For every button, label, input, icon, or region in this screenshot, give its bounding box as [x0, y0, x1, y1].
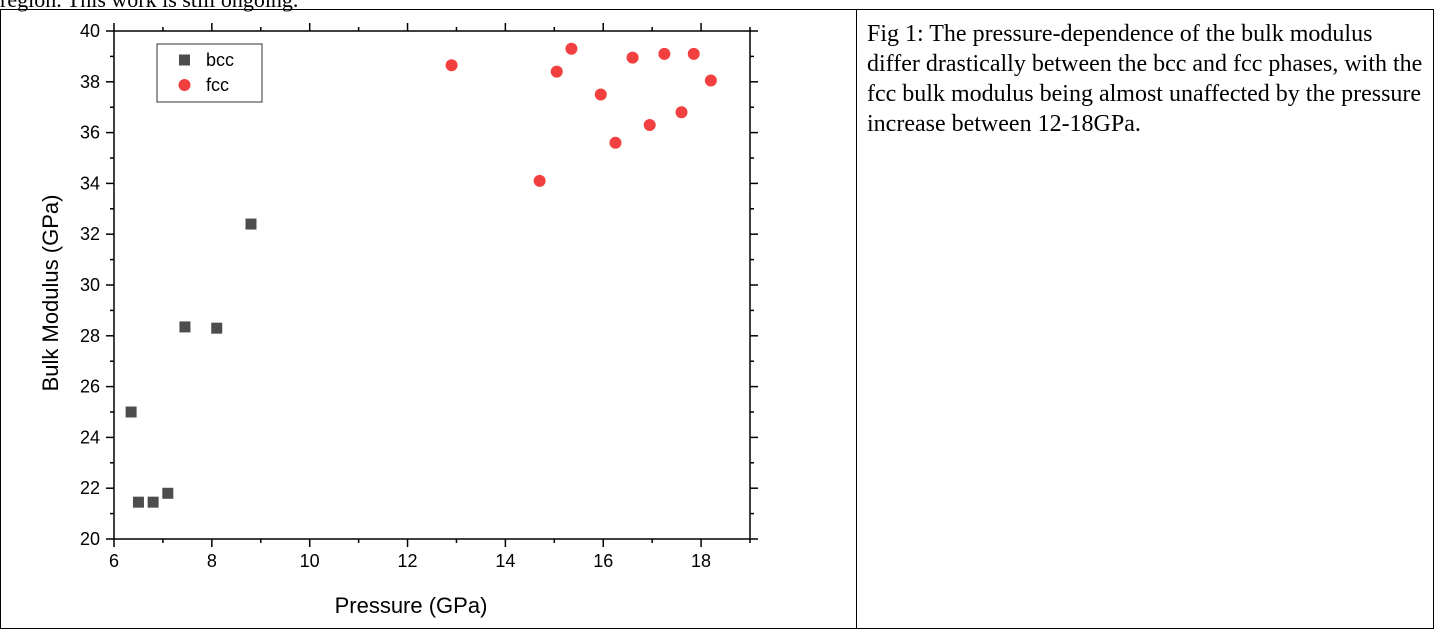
figure-cell: 6 8 10 12 14 16 18 20 22 24 26 28 30 32 34 36 38 40 bcc fc…	[0, 9, 857, 629]
plot-frame	[113, 30, 751, 540]
fcc-point	[704, 74, 717, 87]
x-tick-label: 14	[495, 551, 515, 571]
y-tick-label: 40	[80, 21, 100, 41]
x-tick-label: 10	[300, 551, 320, 571]
y-tick-label: 26	[80, 377, 100, 397]
legend-label-fcc: fcc	[206, 75, 229, 95]
fcc-point	[675, 106, 688, 119]
x-tick-label: 8	[207, 551, 217, 571]
bcc-point	[162, 487, 174, 499]
fcc-point	[594, 88, 607, 101]
bcc-point	[245, 218, 257, 230]
bcc-point	[125, 406, 137, 418]
scatter-chart: 6 8 10 12 14 16 18 20 22 24 26 28 30 32 34 36 38 40 bcc fc…	[38, 21, 758, 618]
x-tick-label: 6	[109, 551, 119, 571]
fcc-point	[658, 47, 671, 60]
fcc-point	[609, 136, 622, 149]
x-tick-label: 16	[593, 551, 613, 571]
y-tick-label: 24	[80, 427, 100, 447]
y-tick-label: 22	[80, 478, 100, 498]
fcc-point	[643, 118, 656, 131]
y-tick-label: 28	[80, 326, 100, 346]
fcc-point	[626, 51, 639, 64]
bcc-point	[179, 321, 191, 333]
y-tick-label: 20	[80, 529, 100, 549]
x-axis-label: Pressure (GPa)	[335, 593, 488, 618]
preceding-text: region. This work is still ongoing.	[0, 0, 298, 12]
bcc-point	[147, 496, 159, 508]
y-tick-label: 34	[80, 173, 100, 193]
fcc-point	[533, 174, 546, 187]
legend-marker-bcc	[179, 54, 190, 66]
y-axis-label: Bulk Modulus (GPa)	[38, 195, 63, 392]
y-tick-label: 30	[80, 275, 100, 295]
fcc-point	[687, 47, 700, 60]
y-tick-label: 38	[80, 72, 100, 92]
fcc-point	[550, 65, 563, 78]
x-tick-label: 12	[398, 551, 418, 571]
figure-caption: Fig 1: The pressure-dependence of the bu…	[867, 21, 1423, 137]
y-tick-label: 36	[80, 123, 100, 143]
legend-box	[156, 43, 263, 103]
bcc-point	[211, 322, 223, 334]
fcc-point	[565, 42, 578, 55]
fcc-point	[445, 59, 458, 72]
x-tick-label: 18	[691, 551, 711, 571]
bcc-point	[132, 496, 144, 508]
figure-table: 6 8 10 12 14 16 18 20 22 24 26 28 30 32 34 36 38 40 bcc fc…	[0, 9, 1434, 629]
legend-label-bcc: bcc	[206, 50, 234, 70]
caption-cell: Fig 1: The pressure-dependence of the bu…	[856, 9, 1434, 629]
y-tick-label: 32	[80, 224, 100, 244]
legend-marker-fcc	[178, 79, 191, 91]
